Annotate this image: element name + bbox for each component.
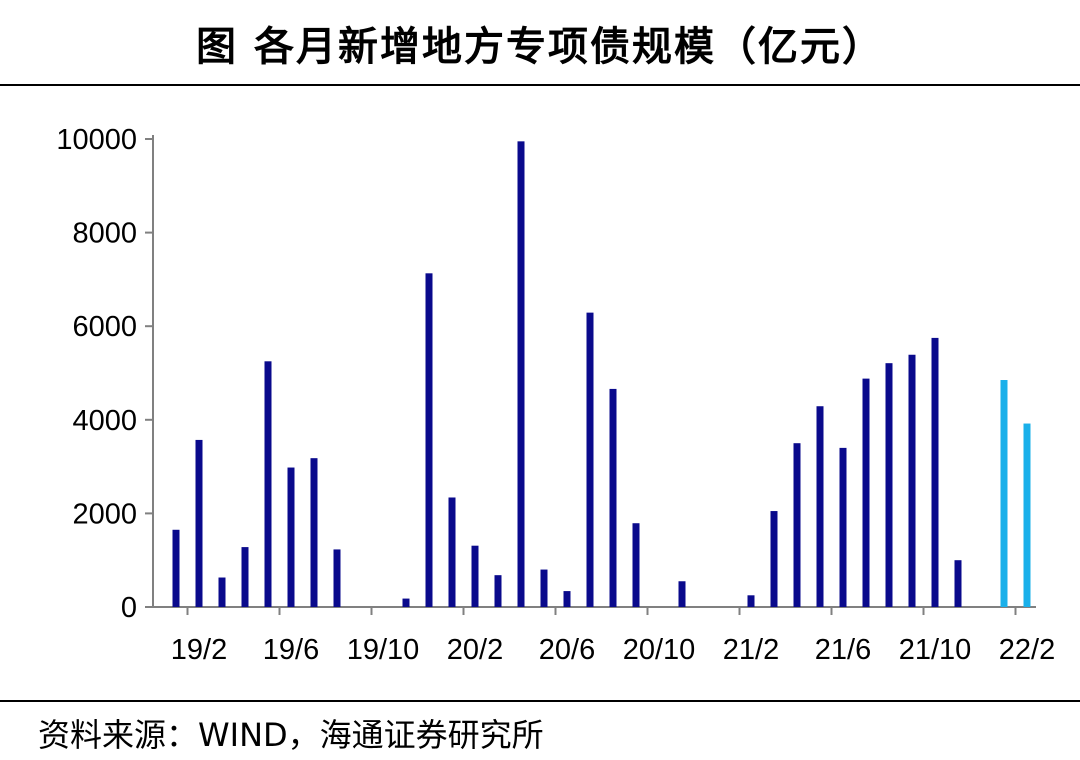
bar-21-7 [862,378,870,607]
bar-22-1 [1000,380,1008,607]
footer-divider [0,700,1080,702]
bar-21-4 [793,443,801,607]
x-tick-label: 19/2 [171,634,227,666]
bar-21-6 [839,447,847,607]
bar-20-2 [471,545,479,607]
x-tick-label: 20/6 [539,634,595,666]
bar-20-9 [632,523,640,607]
bar-20-3 [494,575,502,607]
chart-title: 图 各月新增地方专项债规模（亿元） [196,24,884,70]
y-tick-label: 6000 [72,311,137,343]
bar-22-2 [1023,423,1031,607]
bar-20-8 [609,388,617,607]
bar-19-1 [172,529,180,607]
bar-19-2 [195,439,203,607]
x-tick-label: 19/6 [263,634,319,666]
x-tick-label: 21/6 [815,634,871,666]
bar-21-11 [954,560,962,607]
y-tick-label: 0 [121,592,137,624]
bar-20-4 [517,141,525,607]
bar-21-5 [816,406,824,607]
title-divider [0,84,1080,86]
bar-20-11 [678,581,686,607]
bar-chart: 0 2000 4000 6000 8000 10000 19/2 19/6 19/10 20/2 2… [56,124,1055,666]
bar-19-5 [264,361,272,607]
source-note: 资料来源：WIND，海通证券研究所 [38,716,544,754]
bar-19-11 [402,598,410,607]
bar-20-5 [540,569,548,607]
bar-21-9 [908,354,916,607]
x-tick-label: 20/10 [623,634,696,666]
bar-19-7 [310,458,318,607]
bar-21-2 [747,595,755,607]
y-tick-label: 8000 [72,218,137,250]
x-tick-label: 20/2 [447,634,503,666]
x-tick-label: 19/10 [347,634,420,666]
y-tick-label: 2000 [72,498,137,530]
y-tick-label: 4000 [72,405,137,437]
bar-20-7 [586,312,594,607]
x-tick-label: 21/10 [899,634,972,666]
x-tick-label: 21/2 [723,634,779,666]
bar-21-3 [770,511,778,607]
bar-19-12 [425,273,433,607]
bar-19-3 [218,577,226,607]
bar-19-8 [333,549,341,607]
bar-21-10 [931,337,939,607]
bar-20-6 [563,591,571,607]
bar-21-8 [885,363,893,607]
bar-19-6 [287,467,295,607]
x-tick-label: 22/2 [999,634,1055,666]
y-tick-label: 10000 [56,124,137,156]
bar-20-1 [448,497,456,607]
bar-19-4 [241,547,249,607]
